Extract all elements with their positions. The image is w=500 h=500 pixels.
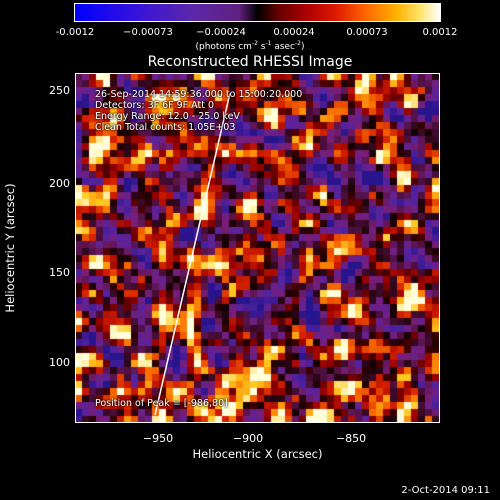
x-tick-label: −850 <box>335 432 367 445</box>
info-peak-position: Position of Peak = [-986,80] <box>95 398 228 409</box>
solar-limb-line <box>154 92 231 416</box>
info-clean-counts: Clean Total counts: 1.05E+03 <box>95 122 236 133</box>
colorbar-tick: 0.0012 <box>422 27 458 38</box>
y-tick-label: 150 <box>49 266 70 279</box>
info-time-range: 26-Sep-2014 14:59:36.000 to 15:00:20.000 <box>95 89 303 100</box>
timestamp: 2-Oct-2014 09:11 <box>401 485 490 496</box>
x-tick-label: −950 <box>142 432 174 445</box>
colorbar-tick: 0.00024 <box>273 27 315 38</box>
heat-map <box>75 73 440 423</box>
y-tick-label: 200 <box>49 177 70 190</box>
colorbar <box>74 3 441 22</box>
y-tick-label: 250 <box>49 84 70 97</box>
x-tick-label: −900 <box>232 432 264 445</box>
image-plot: 26-Sep-2014 14:59:36.000 to 15:00:20.000… <box>75 73 440 423</box>
y-tick-label: 100 <box>49 356 70 369</box>
image-title: Reconstructed RHESSI Image <box>147 54 353 70</box>
colorbar-tick: −0.00024 <box>196 27 246 38</box>
colorbar-tick: -0.0012 <box>55 27 95 38</box>
info-energy-range: Energy Range: 12.0 - 25.0 keV <box>95 111 240 122</box>
plot-frame <box>75 73 440 423</box>
colorbar-tick: 0.00073 <box>346 27 388 38</box>
colorbar-units: (photons cm-2 s-1 asec-2) <box>195 40 305 52</box>
x-axis-label: Heliocentric X (arcsec) <box>192 447 323 461</box>
colorbar-tick: −0.00073 <box>123 27 173 38</box>
info-detectors: Detectors: 3F 6F 9F Att 0 <box>95 100 214 111</box>
y-axis-label: Heliocentric Y (arcsec) <box>3 183 17 313</box>
